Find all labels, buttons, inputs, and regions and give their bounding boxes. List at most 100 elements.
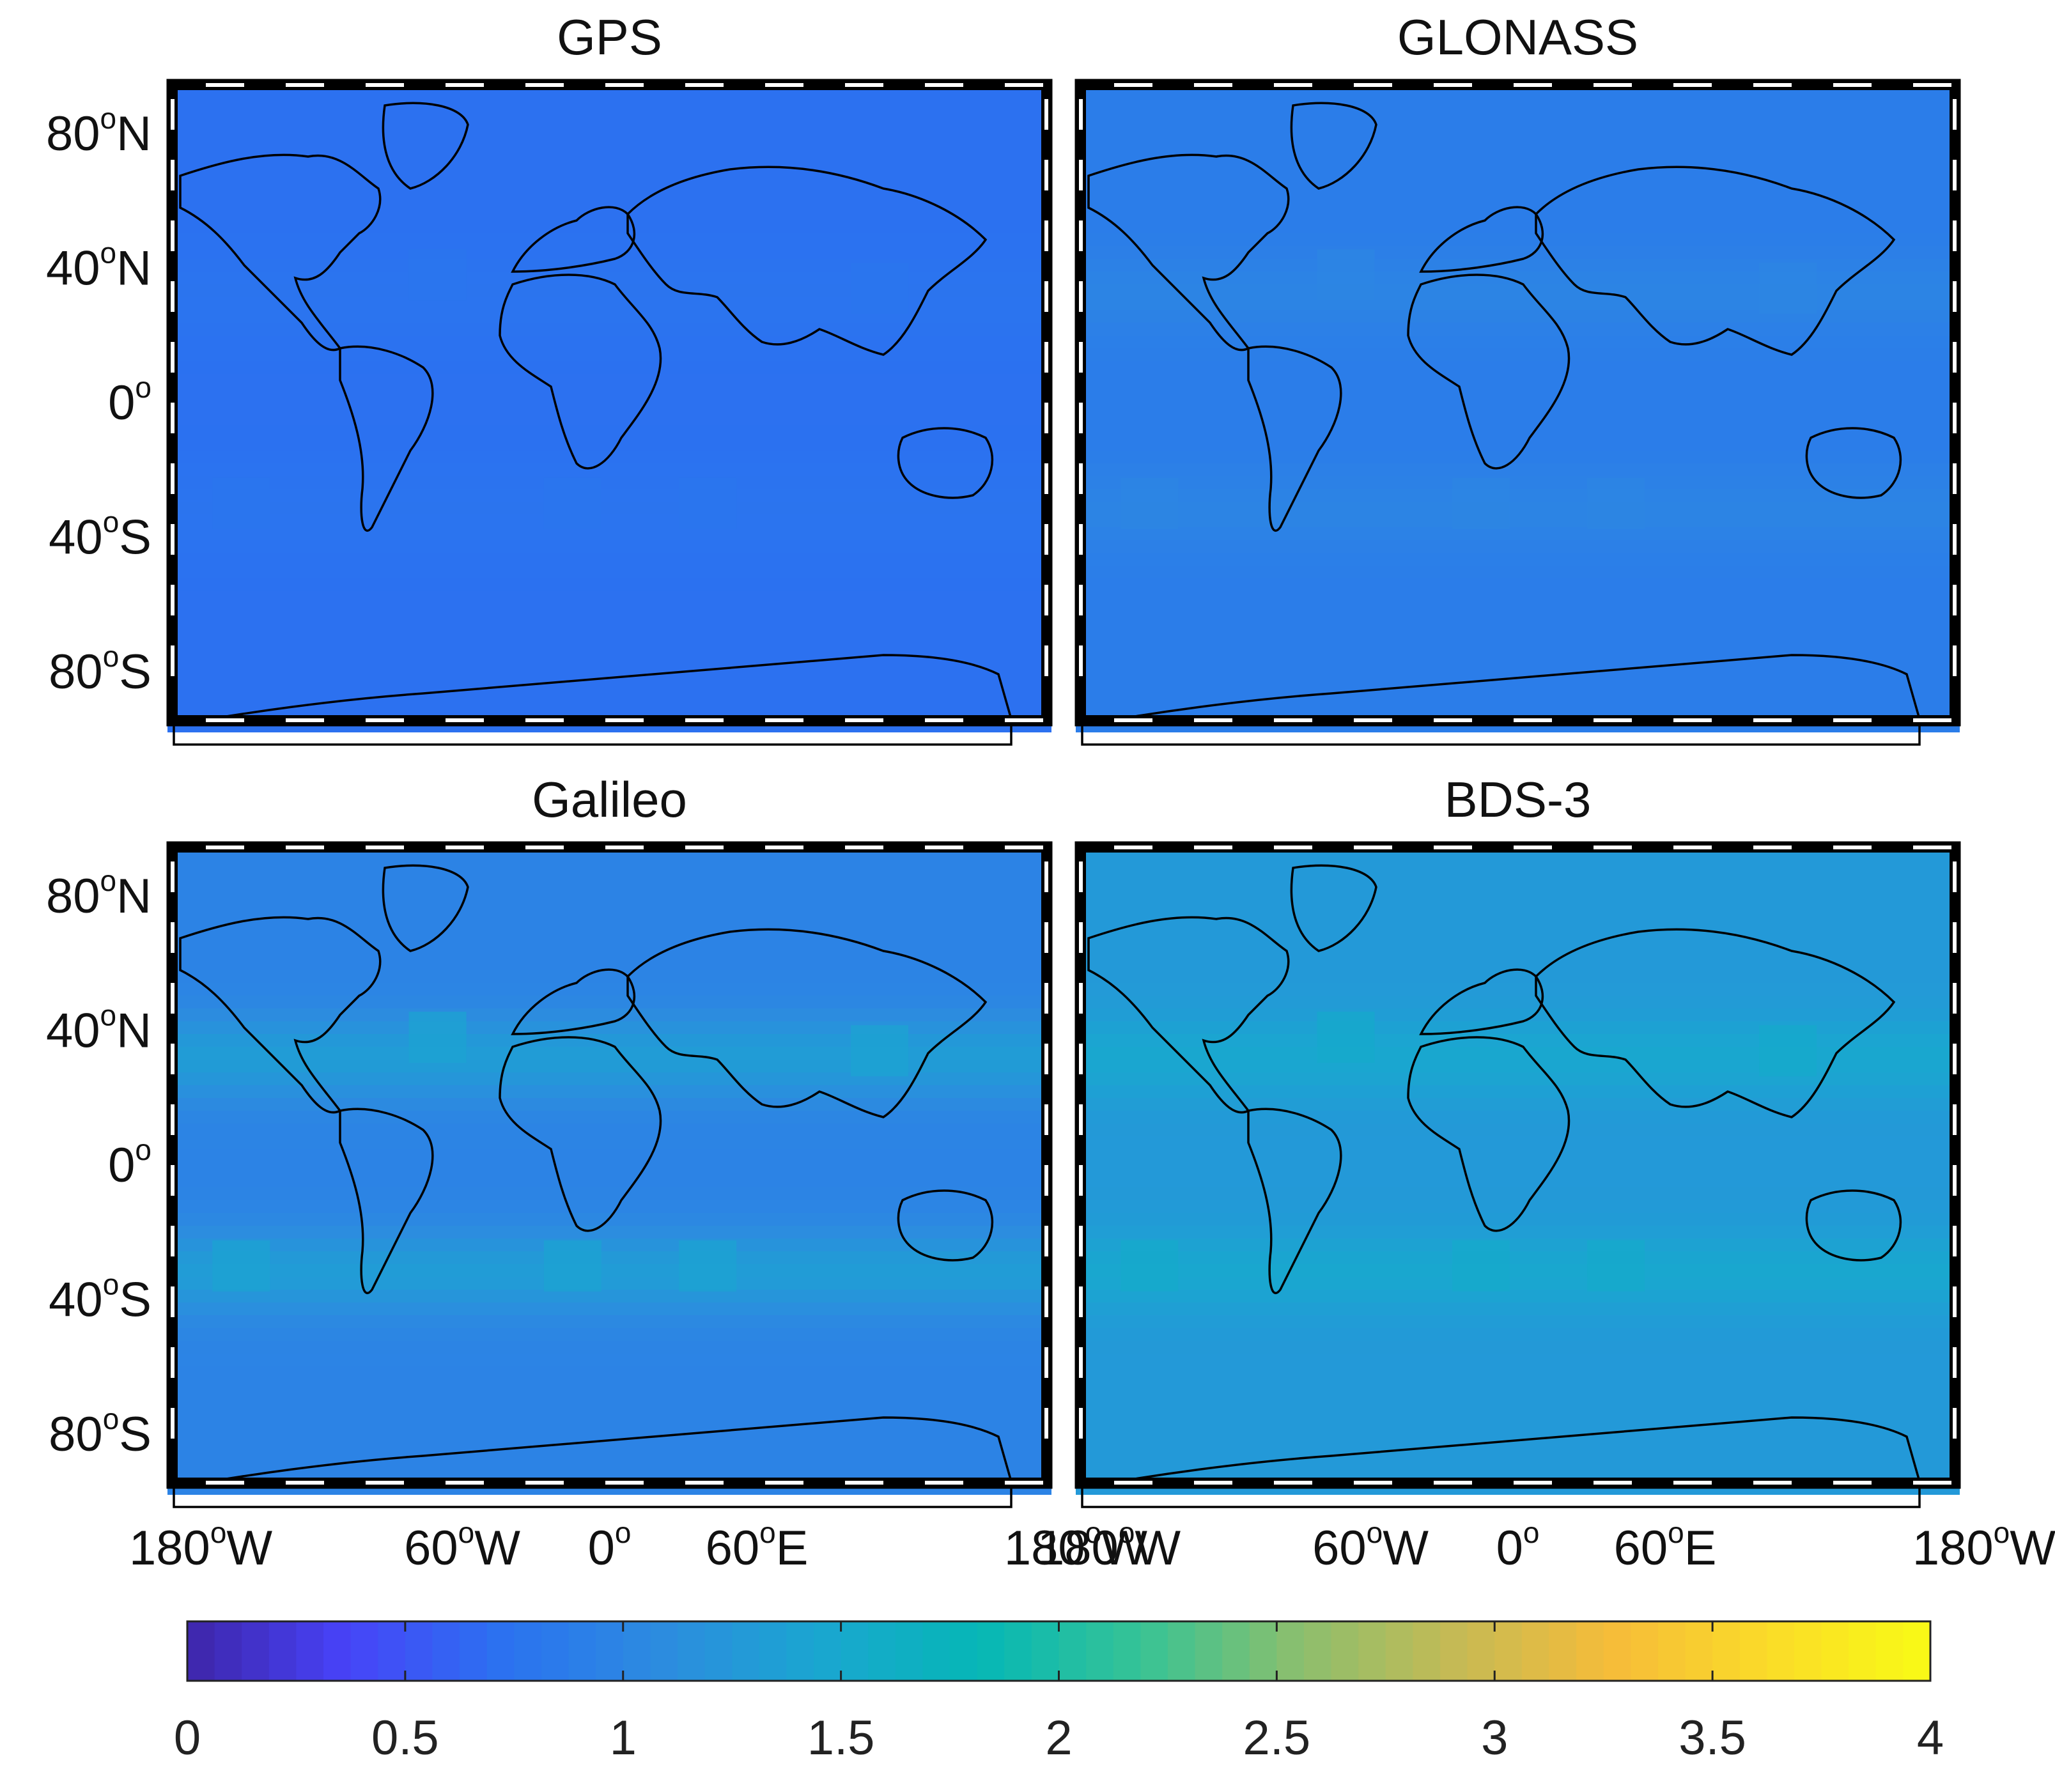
field-band (1076, 1008, 1960, 1022)
frame-dash (1079, 403, 1083, 433)
field-band (167, 932, 1051, 945)
field-band (1076, 336, 1960, 349)
field-band (1076, 1200, 1960, 1214)
frame-dash (1354, 83, 1392, 87)
field-band (167, 1124, 1051, 1137)
field-band (167, 1200, 1051, 1214)
field-band (167, 1162, 1051, 1175)
field-band (167, 1277, 1051, 1290)
frame-dash (765, 83, 803, 87)
field-band (167, 1047, 1051, 1060)
frame-dash (1044, 1408, 1048, 1439)
frame-dash (1079, 220, 1083, 251)
field-band (167, 906, 1051, 920)
frame-dash (1044, 524, 1048, 555)
frame-dash (1953, 983, 1957, 1014)
frame-dash (1079, 1104, 1083, 1135)
frame-dash (366, 1481, 404, 1485)
frame-dash (1594, 1481, 1632, 1485)
field-band (167, 1021, 1051, 1035)
frame-dash (1953, 220, 1957, 251)
field-band (1076, 246, 1960, 259)
frame-dash (171, 1044, 174, 1074)
frame-dash (1044, 1104, 1048, 1135)
frame-dash (1044, 281, 1048, 312)
frame-dash (1079, 983, 1083, 1014)
frame-dash (1044, 463, 1048, 494)
colorbar-tick-label: 2 (1045, 1711, 1072, 1765)
colorbar-segment (1685, 1621, 1714, 1681)
field-band (167, 1111, 1051, 1124)
field-band (1076, 630, 1960, 643)
field-band (167, 399, 1051, 413)
frame-dash (1044, 1165, 1048, 1196)
field-band (167, 553, 1051, 566)
frame-dash (1079, 1408, 1083, 1439)
field-band (1076, 284, 1960, 298)
field-band (167, 1072, 1051, 1086)
field-hotspot (1759, 1025, 1817, 1077)
colorbar-segment (296, 1621, 325, 1681)
field-band (1076, 1290, 1960, 1303)
frame-dash (171, 160, 174, 190)
field-band (1076, 323, 1960, 336)
field-hotspot (1317, 1012, 1375, 1063)
field-band (167, 1098, 1051, 1111)
field-band (1076, 144, 1960, 157)
frame-dash (1044, 1044, 1048, 1074)
field-band (1076, 502, 1960, 515)
field-band (1076, 945, 1960, 958)
colorbar-segment (432, 1621, 461, 1681)
field-band (167, 957, 1051, 971)
frame-dash (1079, 645, 1083, 676)
colorbar-segment (1413, 1621, 1441, 1681)
field-band (167, 668, 1051, 681)
field-band (1076, 1354, 1960, 1367)
frame-dash (1753, 718, 1792, 722)
field-band (1076, 514, 1960, 528)
frame-dash (925, 718, 963, 722)
frame-dash (446, 846, 484, 849)
field-band (1076, 272, 1960, 285)
field-band (1076, 233, 1960, 247)
field-band (167, 566, 1051, 579)
colorbar-segment (841, 1621, 869, 1681)
field-hotspot (543, 1240, 601, 1292)
frame-dash (1005, 83, 1043, 87)
frame-dash (1833, 83, 1872, 87)
field-band (167, 893, 1051, 907)
field-band (1076, 93, 1960, 106)
frame-dash (1354, 1481, 1392, 1485)
colorbar-tick-label: 1 (610, 1711, 637, 1765)
field-band (167, 881, 1051, 894)
field-band (167, 1430, 1051, 1444)
field-band (167, 387, 1051, 400)
frame-dash (171, 342, 174, 373)
colorbar-segment (187, 1621, 215, 1681)
frame-dash (925, 83, 963, 87)
field-band (167, 297, 1051, 311)
frame-dash (1594, 846, 1632, 849)
field-band (167, 169, 1051, 183)
colorbar-segment (1494, 1621, 1523, 1681)
colorbar-segment (460, 1621, 488, 1681)
frame-dash (1044, 645, 1048, 676)
frame-dash (1274, 718, 1312, 722)
frame-dash (171, 861, 174, 892)
field-band (167, 945, 1051, 958)
colorbar-segment (677, 1621, 706, 1681)
frame-dash (446, 83, 484, 87)
frame-dash (1913, 846, 1951, 849)
map-panel-glonass: GLONASS (1074, 9, 1961, 746)
field-band (167, 374, 1051, 387)
frame-dash (171, 99, 174, 130)
field-band (167, 348, 1051, 362)
field-band (167, 681, 1051, 694)
x-tick-label: 60oW (404, 1516, 520, 1575)
frame-dash (845, 846, 883, 849)
field-band (1076, 438, 1960, 451)
y-tick-label: 80oN (46, 102, 151, 161)
field-band (167, 361, 1051, 375)
frame-dash (685, 1481, 724, 1485)
field-band (167, 412, 1051, 426)
